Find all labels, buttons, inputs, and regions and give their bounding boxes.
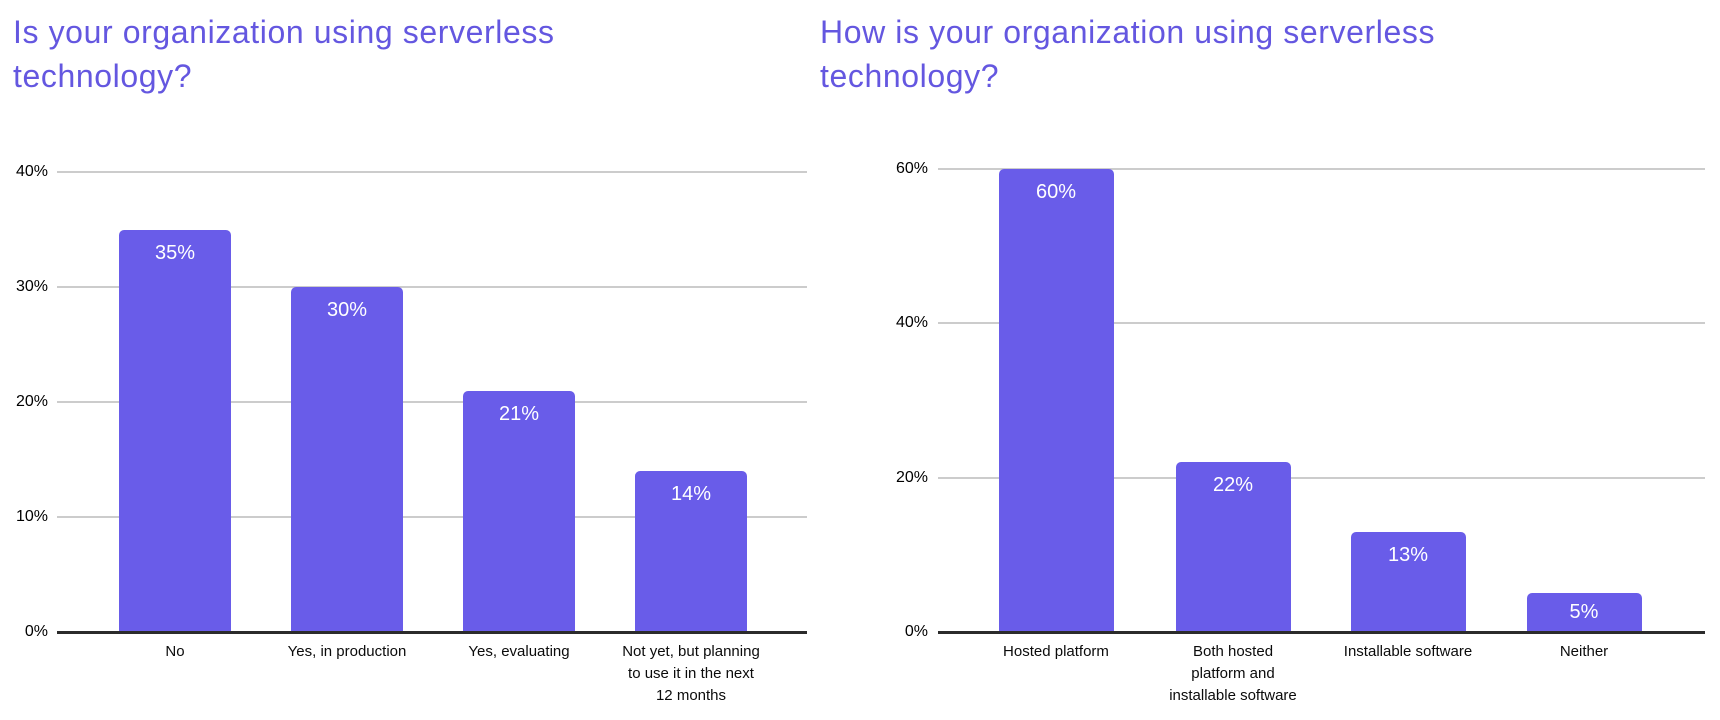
bar: [1350, 531, 1466, 632]
x-category-label: Both hosted platform and installable softw…: [1169, 643, 1297, 704]
bar-value-label: 60%: [1035, 181, 1077, 203]
bar-value-label: 5%: [1569, 600, 1599, 623]
y-tick-label: 20%: [895, 468, 928, 486]
bar-value-label: 13%: [1387, 543, 1429, 566]
x-category-label: Not yet, but planning to use it in the ne…: [622, 643, 760, 704]
y-gridline: [57, 401, 807, 403]
y-tick-label: 20%: [15, 393, 48, 410]
bar: [291, 287, 403, 632]
bar-value-label: 21%: [498, 402, 540, 425]
y-gridline: [938, 476, 1705, 479]
bar-value-label: 14%: [670, 483, 712, 505]
bar: [998, 169, 1114, 632]
x-category-label: Yes, in production: [287, 643, 407, 660]
bar-value-label: 35%: [154, 241, 196, 264]
y-gridline: [57, 516, 807, 518]
y-tick-label: 0%: [904, 623, 928, 640]
bar-value-label: 22%: [1212, 474, 1254, 497]
y-gridline: [938, 322, 1705, 325]
bar: [463, 390, 575, 632]
y-gridline: [57, 171, 807, 173]
x-category-label: Yes, evaluating: [468, 643, 570, 660]
y-tick-label: 60%: [895, 160, 928, 177]
x-axis-line: [938, 630, 1705, 634]
x-category-label: Installable software: [1343, 643, 1473, 660]
bar: [119, 229, 231, 632]
y-gridline: [57, 286, 807, 288]
chart-title-right: How is your organization using serverles…: [820, 14, 1436, 94]
y-tick-label: 40%: [15, 163, 48, 180]
y-tick-label: 30%: [15, 278, 48, 295]
chart-title-left: Is your organization using serverless te…: [13, 14, 555, 94]
y-tick-label: 40%: [895, 314, 928, 332]
bar: [635, 471, 747, 632]
x-category-label: Hosted platform: [1003, 643, 1109, 660]
bar-value-label: 30%: [326, 299, 368, 321]
x-category-label: Neither: [1559, 643, 1609, 660]
bar: [1175, 462, 1291, 632]
y-tick-label: 0%: [24, 623, 48, 640]
y-gridline: [938, 168, 1705, 170]
bar: [1526, 593, 1642, 632]
x-category-label: No: [165, 643, 185, 660]
y-tick-label: 10%: [15, 508, 48, 525]
x-axis-line: [57, 630, 807, 634]
